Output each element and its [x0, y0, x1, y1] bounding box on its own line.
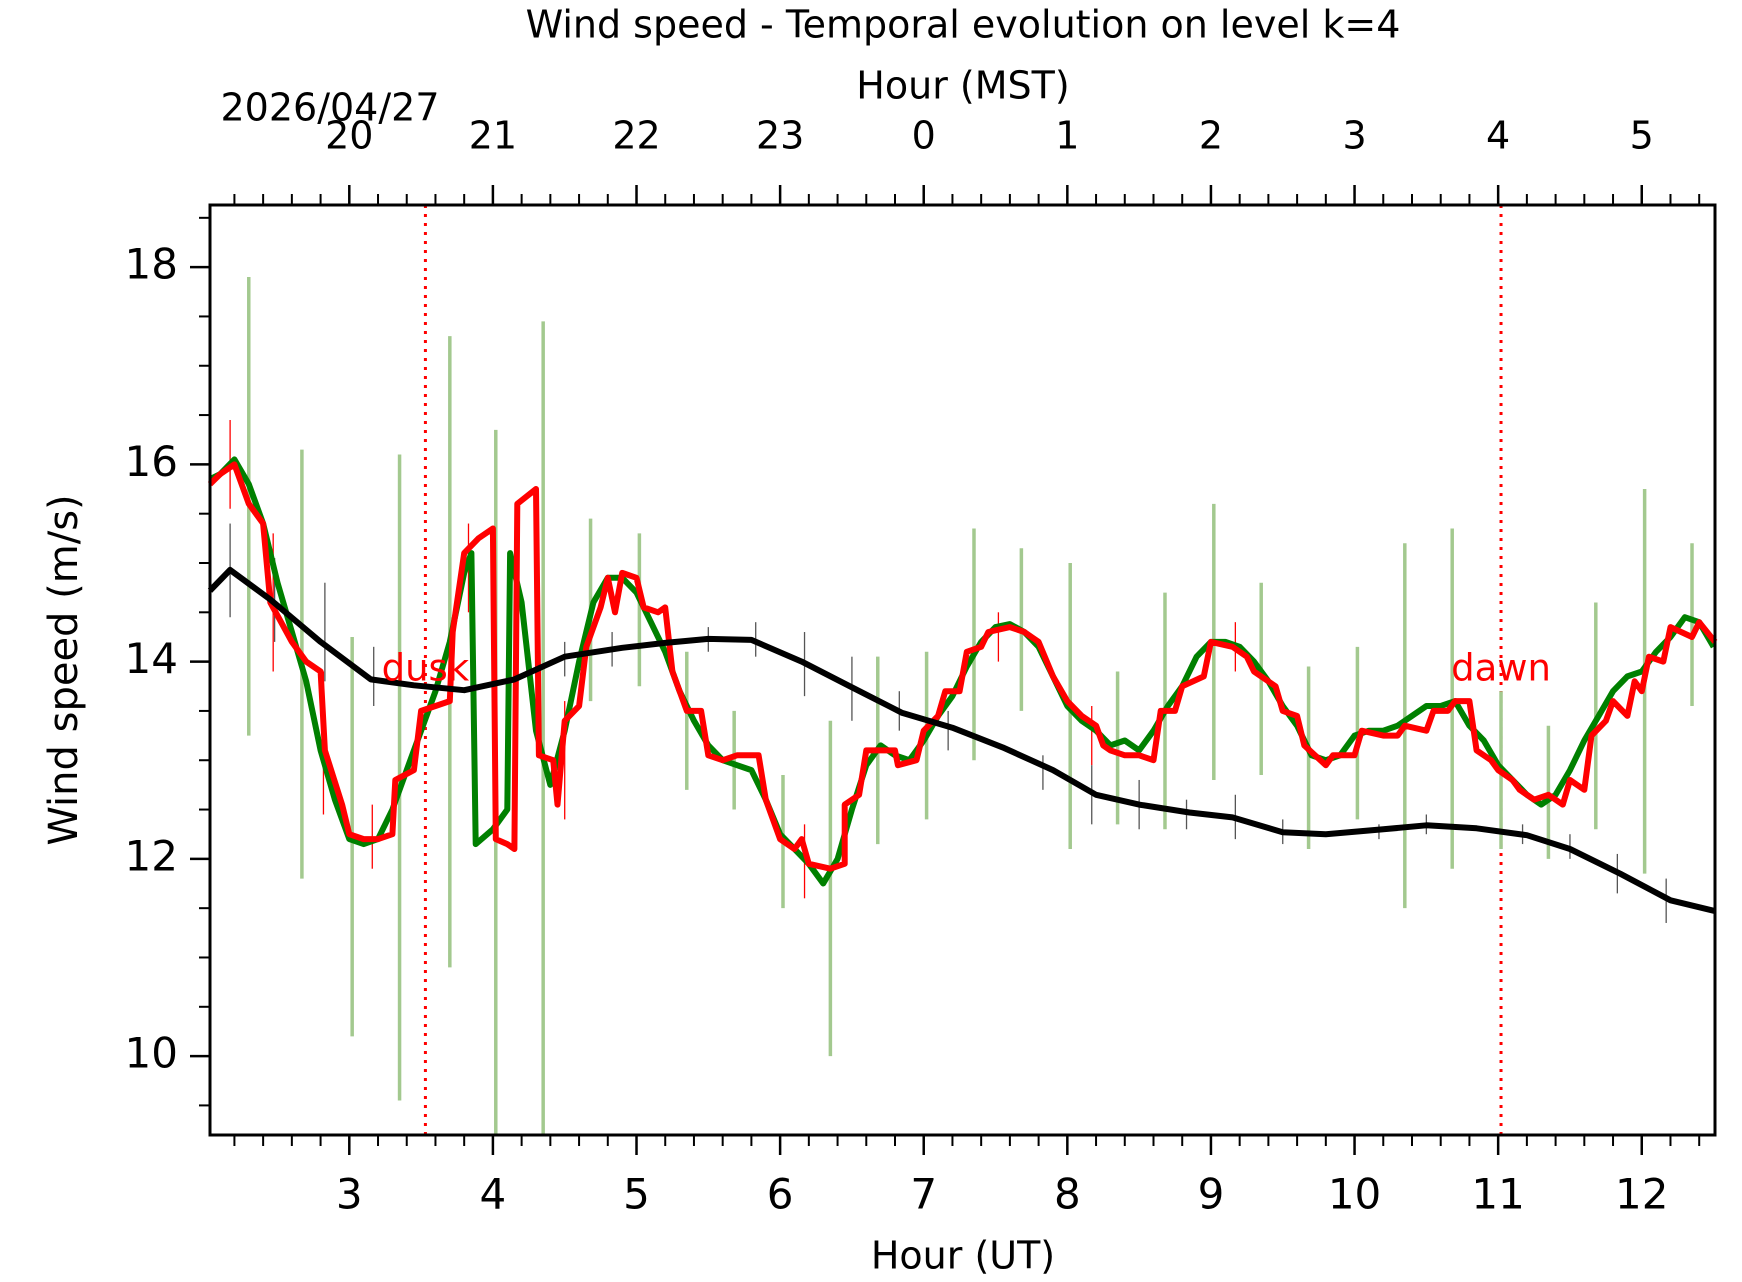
x2-tick-label: 0 [912, 114, 936, 158]
x2-axis-label: Hour (MST) [856, 64, 1069, 108]
y-tick-label: 18 [125, 240, 178, 289]
x-tick-label: 10 [1328, 1170, 1381, 1219]
x-tick-label: 9 [1198, 1170, 1225, 1219]
x2-tick-label: 1 [1055, 114, 1079, 158]
event-label: dusk [382, 647, 470, 690]
x-tick-label: 12 [1615, 1170, 1668, 1219]
x-tick-label: 7 [910, 1170, 937, 1219]
x2-tick-label: 2 [1199, 114, 1223, 158]
x-tick-label: 11 [1471, 1170, 1524, 1219]
x2-tick-label: 23 [756, 114, 804, 158]
x2-tick-label: 20 [325, 114, 373, 158]
date-label: 2026/04/27 [220, 86, 439, 130]
y-tick-label: 10 [125, 1029, 178, 1078]
y-tick-label: 12 [125, 831, 178, 880]
x-axis-label: Hour (UT) [871, 1234, 1055, 1278]
y-tick-label: 14 [125, 634, 178, 683]
x2-tick-label: 4 [1486, 114, 1510, 158]
series-line [207, 566, 1716, 915]
x-tick-label: 3 [336, 1170, 363, 1219]
x-tick-label: 5 [623, 1170, 650, 1219]
event-label: dawn [1451, 647, 1551, 690]
x2-tick-label: 3 [1342, 114, 1366, 158]
x-tick-label: 6 [767, 1170, 794, 1219]
x2-tick-label: 22 [612, 114, 660, 158]
plot-frame [208, 203, 1717, 1137]
chart-title: Wind speed - Temporal evolution on level… [526, 3, 1401, 47]
x2-tick-label: 21 [469, 114, 517, 158]
x-tick-label: 4 [480, 1170, 507, 1219]
x-tick-label: 8 [1054, 1170, 1081, 1219]
y-tick-label: 16 [125, 437, 178, 486]
y-axis-label: Wind speed (m/s) [41, 494, 87, 845]
x2-tick-label: 5 [1630, 114, 1654, 158]
